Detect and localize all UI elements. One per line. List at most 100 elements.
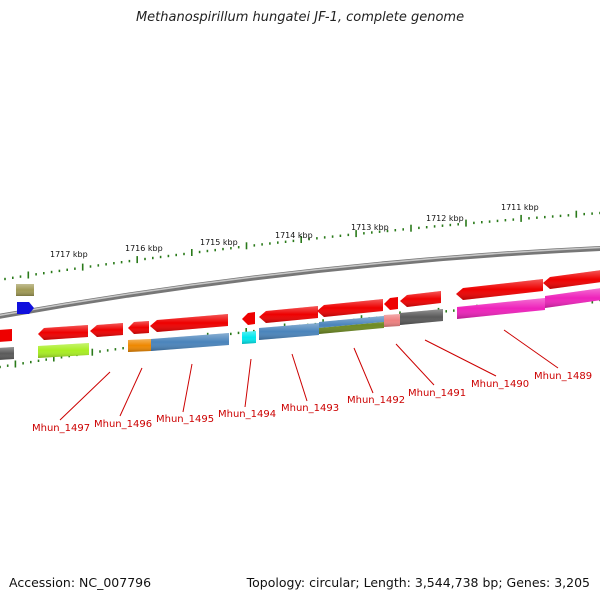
outer-scale-minor-tick [339,234,342,237]
kbp-label-1711: 1711 kbp [501,203,539,212]
gene-arrow-mhun-1489[interactable] [543,270,600,289]
outer-scale-minor-tick [120,261,123,264]
outer-scale-minor-tick [551,215,554,218]
outer-scale-major-tick [410,224,412,232]
map-title: Methanospirillum hungatei JF-1, complete… [135,10,465,25]
feature-orange-mhun-1496[interactable] [128,339,151,352]
inner-scale-minor-tick [60,356,63,359]
gene-arrow-mhun-1491a[interactable] [384,297,398,310]
outer-scale-minor-tick [167,254,170,258]
feature-lime-mhun-1497[interactable] [38,343,89,358]
inner-scale-major-tick [245,328,247,335]
outer-scale-minor-tick [496,219,499,223]
feature-khaki[interactable] [16,284,34,296]
outer-scale-minor-tick [159,255,162,259]
gene-label-mhun-1491[interactable]: Mhun_1491 [408,388,466,399]
outer-scale-major-tick [191,249,193,256]
gene-arrow-mhun-1495[interactable] [150,314,228,332]
gene-arrow-mhun-1493[interactable] [259,306,318,323]
feature-blue-olive-mhun-1492[interactable] [319,316,384,334]
feature-magenta-mhun-1489[interactable] [545,288,600,308]
outer-scale-minor-tick [425,226,428,229]
kbp-label-1713: 1713 kbp [351,223,389,232]
genome-backbone [0,245,600,319]
outer-scale-minor-tick [473,221,475,225]
outer-scale-minor-tick [504,219,507,222]
outer-scale-minor-tick [449,223,452,227]
outer-scale-minor-tick [58,269,61,273]
outer-scale-minor-tick [316,237,318,240]
inner-scale-minor-tick [253,329,255,333]
gene-arrow-mhun-1490[interactable] [456,279,543,300]
outer-scale-minor-tick [128,259,131,263]
outer-scale-minor-tick [175,253,177,257]
inner-scale-minor-tick [445,310,447,313]
inner-scale-major-tick [91,348,94,356]
feature-cyan-mhun-1494[interactable] [242,331,256,344]
outer-scale-minor-tick [402,228,404,231]
outer-scale-minor-tick [237,246,240,249]
gene-arrow-mhun-1492[interactable] [317,299,383,317]
feature-blue-mhun-1493[interactable] [259,323,319,340]
gene-arrow-mhun-1495a[interactable] [128,321,149,334]
feature-gray-mhun-1491[interactable] [400,309,443,325]
outer-scale-minor-tick [152,256,154,260]
inner-scale-minor-tick [45,358,47,361]
gene-label-mhun-1489[interactable]: Mhun_1489 [534,371,592,382]
outer-scale-minor-tick [347,233,350,237]
outer-scale-minor-tick [230,247,232,250]
outer-scale-minor-tick [386,229,389,233]
outer-scale-minor-tick [292,239,295,243]
outer-scale-minor-tick [206,249,209,253]
outer-scale-major-tick [81,263,84,271]
gene-arrow-mhun-1496[interactable] [90,323,123,337]
gene-label-mhun-1497[interactable]: Mhun_1497 [32,423,90,434]
feature-blue-mhun-1495[interactable] [151,333,229,351]
outer-scale-minor-tick [371,231,373,234]
inner-scale-minor-tick [0,365,1,369]
gene-label-mhun-1494[interactable]: Mhun_1494 [218,409,276,420]
inner-scale-minor-tick [106,349,109,352]
feature-magenta-mhun-1490[interactable] [457,298,545,319]
outer-scale-minor-tick [12,276,14,279]
gene-label-mhun-1495[interactable]: Mhun_1495 [156,414,214,425]
outer-scale-minor-tick [43,272,45,275]
outer-scale-minor-tick [4,277,6,281]
outer-scale-minor-tick [261,243,263,246]
gene-label-mhun-1496[interactable]: Mhun_1496 [94,419,152,430]
outer-scale-minor-tick [113,262,115,265]
gene-label-mhun-1493[interactable]: Mhun_1493 [281,403,339,414]
genome-backbone-highlight [0,246,600,316]
outer-scale-ticks [4,210,600,281]
genome-summary-text: Topology: circular; Length: 3,544,738 bp… [246,575,590,590]
outer-scale-minor-tick [559,214,562,218]
outer-scale-major-tick [27,271,30,279]
outer-scale-minor-tick [66,268,68,271]
inner-scale-major-tick [14,360,17,368]
outer-scale-minor-tick [74,267,76,270]
outer-scale-major-tick [245,242,248,250]
outer-scale-major-tick [520,214,522,222]
feature-blue-arrow[interactable] [17,302,34,314]
outer-scale-minor-tick [378,230,381,233]
outer-scale-minor-tick [567,214,570,217]
outer-scale-major-tick [465,219,467,227]
feature-gray-left[interactable] [0,347,14,360]
outer-scale-minor-tick [284,240,287,243]
gene-arrow-mhun-1497[interactable] [0,325,88,342]
kbp-label-1712: 1712 kbp [426,214,464,223]
kbp-label-1717: 1717 kbp [50,250,88,259]
outer-scale-minor-tick [269,242,271,245]
gene-arrow-mhun-1494[interactable] [242,312,255,325]
gene-label-mhun-1490[interactable]: Mhun_1490 [471,379,529,390]
inner-scale-major-tick [53,354,55,362]
outer-scale-minor-tick [544,215,546,219]
outer-scale-minor-tick [591,212,593,215]
kbp-label-1714: 1714 kbp [275,231,313,240]
feature-salmon-mhun-1491a[interactable] [384,314,400,327]
gene-arrow-mhun-1491[interactable] [400,291,441,307]
gene-label-mhun-1492[interactable]: Mhun_1492 [347,395,405,406]
outer-scale-minor-tick [222,247,224,251]
inner-scale-minor-tick [30,360,32,364]
